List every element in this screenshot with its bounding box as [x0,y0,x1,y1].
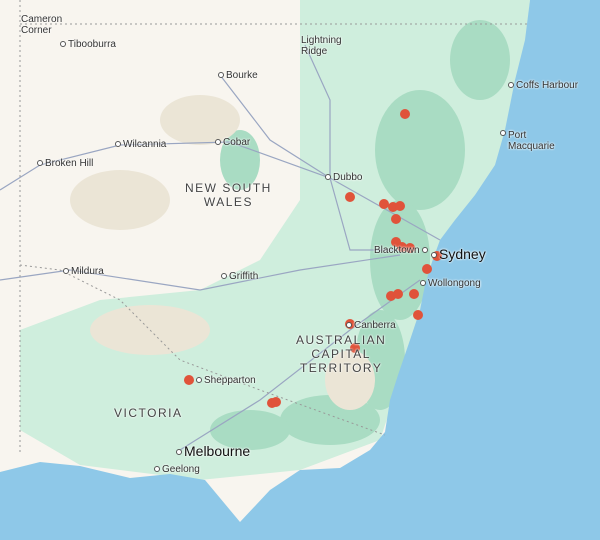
occurrence-marker[interactable] [345,192,355,202]
label-dubbo: Dubbo [325,172,362,183]
label-mildura: Mildura [63,266,104,277]
label-cobar: Cobar [215,137,250,148]
occurrence-marker[interactable] [271,397,281,407]
label-cameron-corner: Cameron Corner [21,14,63,36]
region-act: AUSTRALIAN CAPITAL TERRITORY [296,333,387,375]
label-griffith: Griffith [221,271,258,282]
label-wollongong: Wollongong [420,278,481,289]
occurrence-marker[interactable] [397,242,407,252]
roads [0,44,441,451]
occurrence-marker[interactable] [350,343,360,353]
label-lightning-ridge: Lightning Ridge [301,35,342,57]
markers [184,109,442,408]
region-vic: VICTORIA [114,406,183,420]
occurrence-marker[interactable] [405,243,415,253]
occurrence-marker[interactable] [409,289,419,299]
arid-areas [70,95,375,410]
region-nsw: NEW SOUTH WALES [185,181,272,209]
occurrence-marker[interactable] [413,310,423,320]
label-shepparton: Shepparton [196,375,256,386]
label-sydney: Sydney [431,247,486,261]
occurrence-marker[interactable] [391,214,401,224]
occurrence-marker[interactable] [395,201,405,211]
occurrence-marker[interactable] [379,199,389,209]
label-tibooburra: Tibooburra [60,39,116,50]
label-canberra: Canberra [346,320,396,331]
occurrence-marker[interactable] [184,375,194,385]
occurrence-marker[interactable] [393,289,403,299]
state-borders [19,0,530,455]
label-port-macquarie: Port Macquarie [500,130,555,152]
label-bourke: Bourke [218,70,258,81]
label-melbourne: Melbourne [176,444,250,458]
label-geelong: Geelong [154,464,200,475]
label-blacktown: Blacktown [374,245,430,256]
label-wilcannia: Wilcannia [115,139,166,150]
occurrence-marker[interactable] [422,264,432,274]
label-coffs-harbour: Coffs Harbour [508,80,578,91]
label-broken-hill: Broken Hill [37,158,93,169]
occurrence-marker[interactable] [400,109,410,119]
